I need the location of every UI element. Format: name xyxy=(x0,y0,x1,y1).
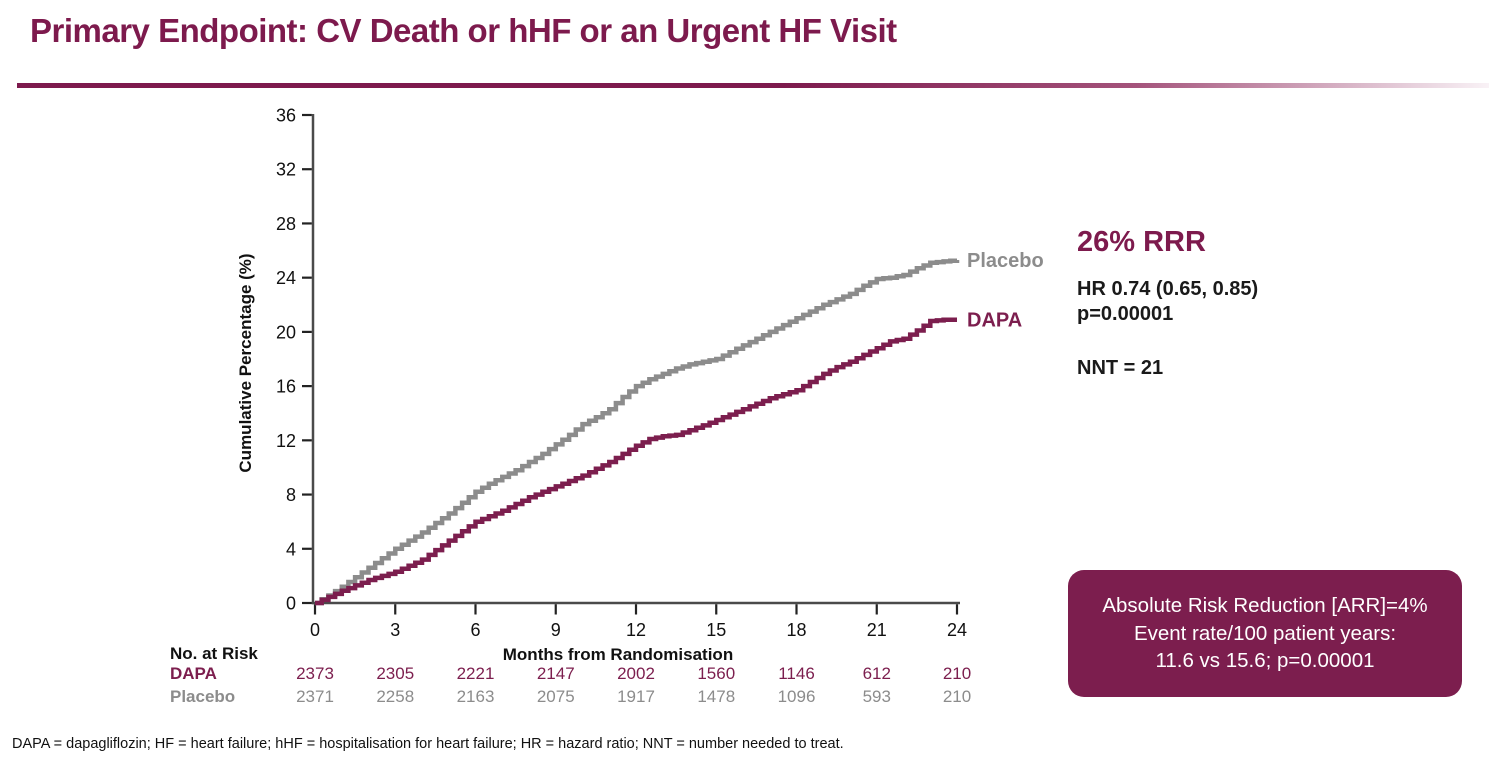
x-tick-label: 15 xyxy=(706,620,726,640)
y-tick-label: 32 xyxy=(276,160,296,180)
at-risk-row-label-dapa: DAPA xyxy=(170,664,217,683)
x-tick-label: 18 xyxy=(786,620,806,640)
hazard-ratio-text: HR 0.74 (0.65, 0.85) xyxy=(1077,278,1259,300)
at-risk-value-dapa: 2373 xyxy=(296,664,334,683)
at-risk-value-dapa: 2002 xyxy=(617,664,655,683)
at-risk-value-placebo: 2075 xyxy=(537,687,575,706)
x-tick-label: 9 xyxy=(551,620,561,640)
at-risk-value-placebo: 593 xyxy=(863,687,891,706)
placebo-curve xyxy=(315,258,960,606)
y-tick-label: 16 xyxy=(276,377,296,397)
y-tick-label: 8 xyxy=(286,485,296,505)
at-risk-value-dapa: 612 xyxy=(863,664,891,683)
at-risk-row-label-placebo: Placebo xyxy=(170,687,235,706)
at-risk-value-dapa: 2221 xyxy=(457,664,495,683)
x-tick-label: 6 xyxy=(470,620,480,640)
y-tick-label: 12 xyxy=(276,431,296,451)
at-risk-value-placebo: 1917 xyxy=(617,687,655,706)
arr-line-1: Absolute Risk Reduction [ARR]=4% xyxy=(1102,594,1428,618)
placebo-curve-label: Placebo xyxy=(967,250,1044,272)
x-axis-title: Months from Randomisation xyxy=(503,645,733,664)
dapa-curve xyxy=(315,317,957,606)
at-risk-value-dapa: 210 xyxy=(943,664,971,683)
footnote: DAPA = dapagliflozin; HF = heart failure… xyxy=(12,736,844,752)
stats-block: 26% RRR HR 0.74 (0.65, 0.85) p=0.00001 N… xyxy=(1077,226,1467,380)
y-tick-label: 20 xyxy=(276,322,296,342)
page-title: Primary Endpoint: CV Death or hHF or an … xyxy=(30,12,897,49)
p-value-text: p=0.00001 xyxy=(1077,303,1174,325)
arr-line-2: Event rate/100 patient years: xyxy=(1133,621,1397,645)
at-risk-value-dapa: 1560 xyxy=(697,664,735,683)
at-risk-value-dapa: 1146 xyxy=(778,664,815,683)
y-tick-label: 4 xyxy=(286,539,296,559)
at-risk-value-placebo: 2258 xyxy=(376,687,414,706)
at-risk-value-placebo: 2163 xyxy=(457,687,495,706)
x-tick-label: 21 xyxy=(867,620,887,640)
at-risk-value-dapa: 2147 xyxy=(537,664,575,683)
at-risk-value-placebo: 1478 xyxy=(697,687,735,706)
at-risk-value-dapa: 2305 xyxy=(376,664,414,683)
at-risk-header: No. at Risk xyxy=(170,644,258,663)
title-divider xyxy=(17,83,1489,88)
at-risk-value-placebo: 2371 xyxy=(296,687,334,706)
rrr-text: 26% RRR xyxy=(1077,226,1206,258)
y-tick-label: 28 xyxy=(276,214,296,234)
x-tick-label: 24 xyxy=(947,620,967,640)
at-risk-value-placebo: 210 xyxy=(943,687,971,706)
arr-box: Absolute Risk Reduction [ARR]=4% Event r… xyxy=(1068,570,1462,697)
x-tick-label: 12 xyxy=(626,620,646,640)
arr-line-3: 11.6 vs 15.6; p=0.00001 xyxy=(1155,649,1375,673)
y-tick-label: 36 xyxy=(276,106,296,126)
y-tick-label: 0 xyxy=(286,594,296,614)
y-axis-title: Cumulative Percentage (%) xyxy=(236,253,255,472)
y-tick-label: 24 xyxy=(276,268,296,288)
nnt-text: NNT = 21 xyxy=(1077,357,1164,379)
at-risk-value-placebo: 1096 xyxy=(778,687,816,706)
x-tick-label: 0 xyxy=(310,620,320,640)
x-tick-label: 3 xyxy=(390,620,400,640)
dapa-curve-label: DAPA xyxy=(967,310,1022,332)
